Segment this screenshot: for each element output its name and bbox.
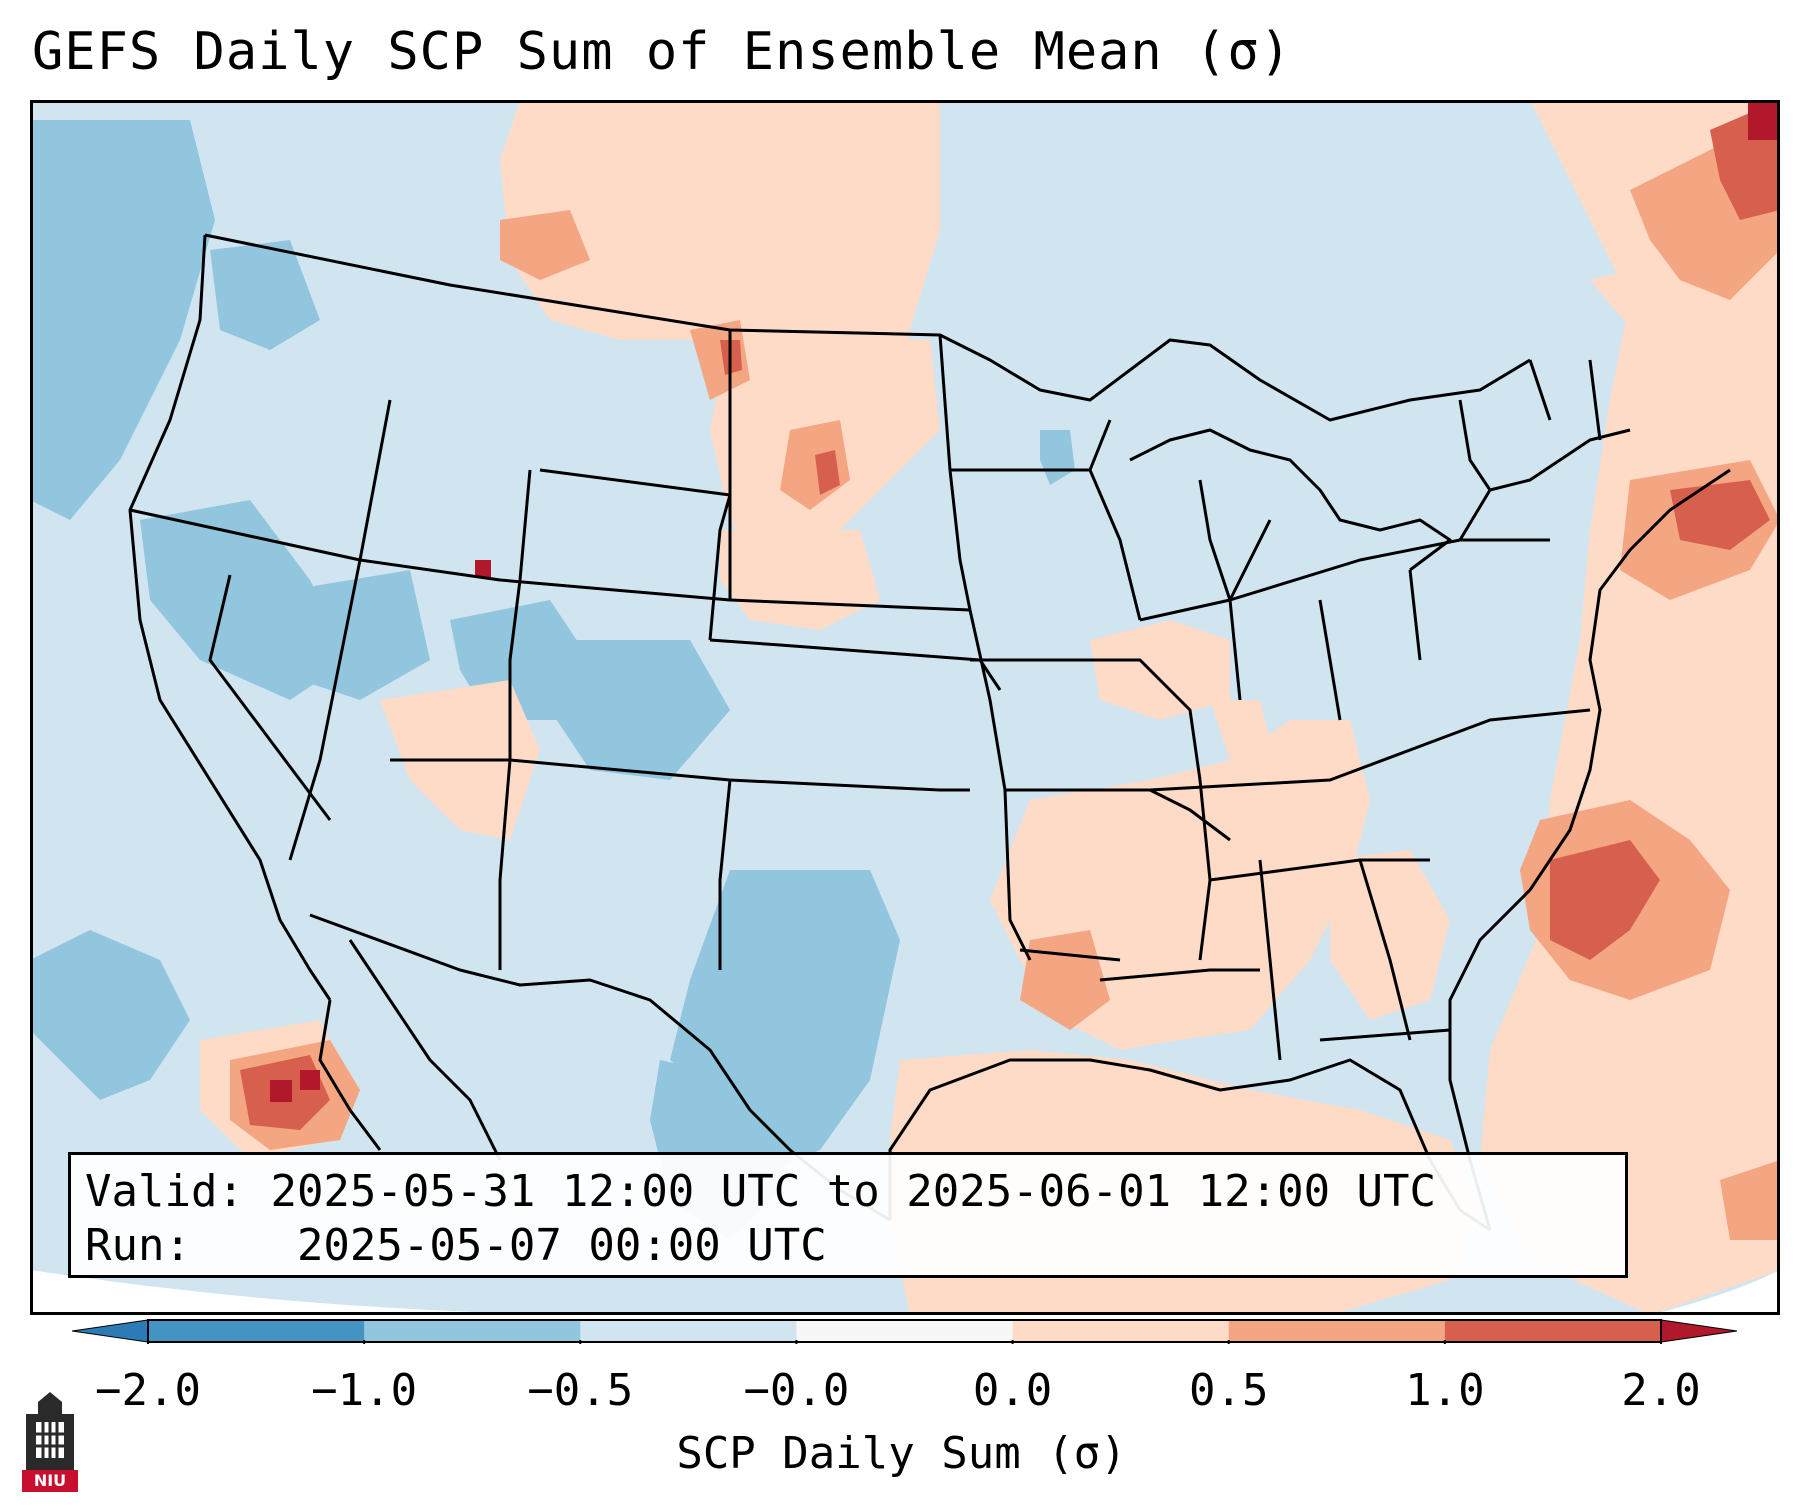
run-value: 2025-05-07 00:00 UTC xyxy=(296,1220,827,1271)
colorbar xyxy=(71,1318,1738,1348)
valid-label: Valid: xyxy=(85,1166,244,1217)
valid-run-info-box: Valid: 2025-05-31 12:00 UTC to 2025-06-0… xyxy=(68,1152,1628,1278)
colorbar-bin xyxy=(1228,1320,1446,1342)
colorbar-bin xyxy=(796,1320,1014,1342)
scp-map[interactable] xyxy=(30,100,1780,1315)
great-lakes xyxy=(1129,428,1452,572)
colorbar-tick-label: −1.0 xyxy=(311,1365,418,1416)
niu-tower-logo-icon: NIU xyxy=(22,1392,78,1492)
colorbar-extend-high xyxy=(1660,1319,1738,1343)
logo-text: NIU xyxy=(22,1470,78,1492)
east-coast xyxy=(1448,468,1731,1231)
colorbar-bin xyxy=(1444,1320,1662,1342)
colorbar-swatches xyxy=(71,1319,1738,1344)
colorbar-tick-label: −0.0 xyxy=(743,1365,850,1416)
valid-value: 2025-05-31 12:00 UTC to 2025-06-01 12:00… xyxy=(270,1166,1437,1217)
baja-coast xyxy=(318,939,502,1161)
colorbar-extend-low xyxy=(71,1319,149,1343)
us-canada-border xyxy=(204,233,1531,422)
borders xyxy=(128,233,1731,1232)
colorbar-label: SCP Daily Sum (σ) xyxy=(676,1428,1127,1479)
map-panel[interactable] xyxy=(30,100,1780,1315)
projection-edge xyxy=(30,1270,630,1315)
west-coast xyxy=(128,234,332,1001)
colorbar-tick-label: 1.0 xyxy=(1405,1365,1485,1416)
run-label: Run: xyxy=(85,1220,191,1271)
colorbar-tick-label: 2.0 xyxy=(1621,1365,1701,1416)
colorbar-bin xyxy=(580,1320,797,1342)
map-title: GEFS Daily SCP Sum of Ensemble Mean (σ) xyxy=(32,22,1292,82)
colorbar-outline xyxy=(147,1319,1662,1343)
colorbar-tick-label: 0.5 xyxy=(1188,1365,1269,1416)
colorbar-tick-label: −2.0 xyxy=(95,1365,201,1416)
colorbar-tick-label: −0.5 xyxy=(527,1365,634,1416)
colorbar-bin xyxy=(148,1320,365,1342)
projection-edge xyxy=(1650,1270,1780,1315)
colorbar-bin xyxy=(364,1320,581,1342)
colorbar-bin xyxy=(1012,1320,1230,1342)
colorbar-tick-label: 0.0 xyxy=(972,1365,1053,1416)
map-border xyxy=(30,100,1780,1315)
